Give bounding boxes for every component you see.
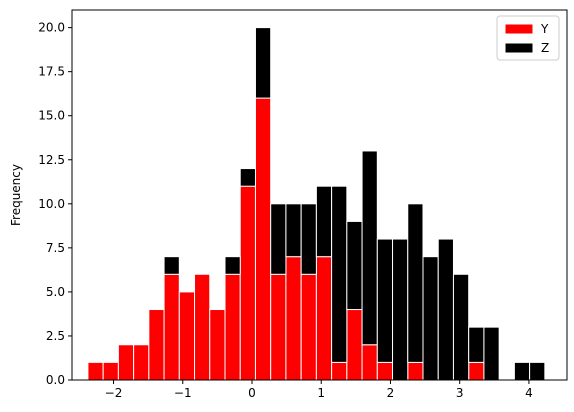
bar-z-20 bbox=[392, 238, 409, 381]
x-tick-label: 1 bbox=[317, 386, 325, 400]
y-tick-label: 12.5 bbox=[38, 153, 65, 167]
bar-y-12 bbox=[270, 273, 287, 381]
legend-swatch-y bbox=[504, 23, 534, 35]
bar-z-19 bbox=[376, 238, 394, 363]
bar-z-29 bbox=[529, 361, 546, 381]
bar-z-17 bbox=[346, 220, 363, 311]
y-axis: 0.0 2.5 5.0 7.5 10.0 12.5 15.0 17.5 20.0 bbox=[38, 21, 72, 387]
legend-label-y: Y bbox=[540, 22, 549, 36]
bar-y-21 bbox=[407, 361, 424, 381]
bar-y-4 bbox=[148, 309, 165, 381]
bar-y-11 bbox=[254, 97, 272, 381]
bar-z-11 bbox=[254, 27, 272, 99]
y-axis-label: Frequency bbox=[9, 164, 23, 226]
y-tick-label: 20.0 bbox=[38, 21, 65, 35]
y-tick-label: 0.0 bbox=[46, 373, 65, 387]
x-tick-label: 3 bbox=[456, 386, 464, 400]
y-tick-label: 2.5 bbox=[46, 329, 65, 343]
legend: YZ bbox=[496, 15, 560, 61]
bar-z-12 bbox=[270, 203, 287, 275]
legend-swatch-z bbox=[504, 42, 534, 54]
bar-z-21 bbox=[407, 203, 424, 363]
bar-z-24 bbox=[452, 273, 470, 381]
bar-z-23 bbox=[437, 238, 454, 381]
y-tick-label: 10.0 bbox=[38, 197, 65, 211]
bar-y-6 bbox=[178, 291, 196, 381]
x-tick-label: 2 bbox=[387, 386, 395, 400]
bar-y-5 bbox=[163, 273, 180, 381]
bar-z-5 bbox=[163, 256, 180, 275]
bar-z-28 bbox=[513, 361, 531, 381]
bar-z-10 bbox=[239, 168, 256, 187]
bar-z-14 bbox=[300, 203, 317, 275]
bar-y-25 bbox=[468, 361, 485, 381]
bar-z-16 bbox=[331, 185, 348, 363]
x-tick-label: 0 bbox=[248, 386, 256, 400]
y-tick-label: 5.0 bbox=[46, 285, 65, 299]
bar-y-7 bbox=[194, 273, 211, 381]
x-tick-label: 4 bbox=[525, 386, 533, 400]
y-tick-label: 7.5 bbox=[46, 241, 65, 255]
legend-label-z: Z bbox=[541, 41, 549, 55]
bar-z-25 bbox=[468, 326, 485, 363]
y-tick-label: 15.0 bbox=[38, 109, 65, 123]
bar-y-17 bbox=[346, 309, 363, 381]
x-tick-label: −1 bbox=[174, 386, 192, 400]
bar-y-16 bbox=[331, 361, 348, 381]
bar-z-18 bbox=[361, 150, 378, 346]
plot-area-frame bbox=[71, 9, 568, 381]
bar-y-18 bbox=[361, 344, 378, 381]
bar-z-15 bbox=[315, 185, 333, 258]
bar-z-9 bbox=[224, 256, 241, 275]
y-tick-label: 17.5 bbox=[38, 65, 65, 79]
bar-y-1 bbox=[102, 361, 119, 381]
bar-y-2 bbox=[117, 344, 135, 381]
bar-y-9 bbox=[224, 273, 241, 381]
bar-z-13 bbox=[285, 203, 302, 258]
x-axis: −2 −1 0 1 2 3 4 bbox=[105, 380, 533, 400]
bar-y-14 bbox=[300, 273, 317, 381]
bar-z-22 bbox=[422, 256, 439, 381]
bar-y-8 bbox=[209, 309, 226, 381]
bar-y-19 bbox=[376, 361, 394, 381]
bar-y-15 bbox=[315, 256, 333, 381]
bar-y-3 bbox=[133, 344, 150, 381]
bar-z-26 bbox=[483, 326, 500, 381]
bar-y-13 bbox=[285, 256, 302, 381]
x-tick-label: −2 bbox=[105, 386, 123, 400]
bar-y-10 bbox=[239, 185, 256, 381]
bar-y-0 bbox=[87, 361, 104, 381]
